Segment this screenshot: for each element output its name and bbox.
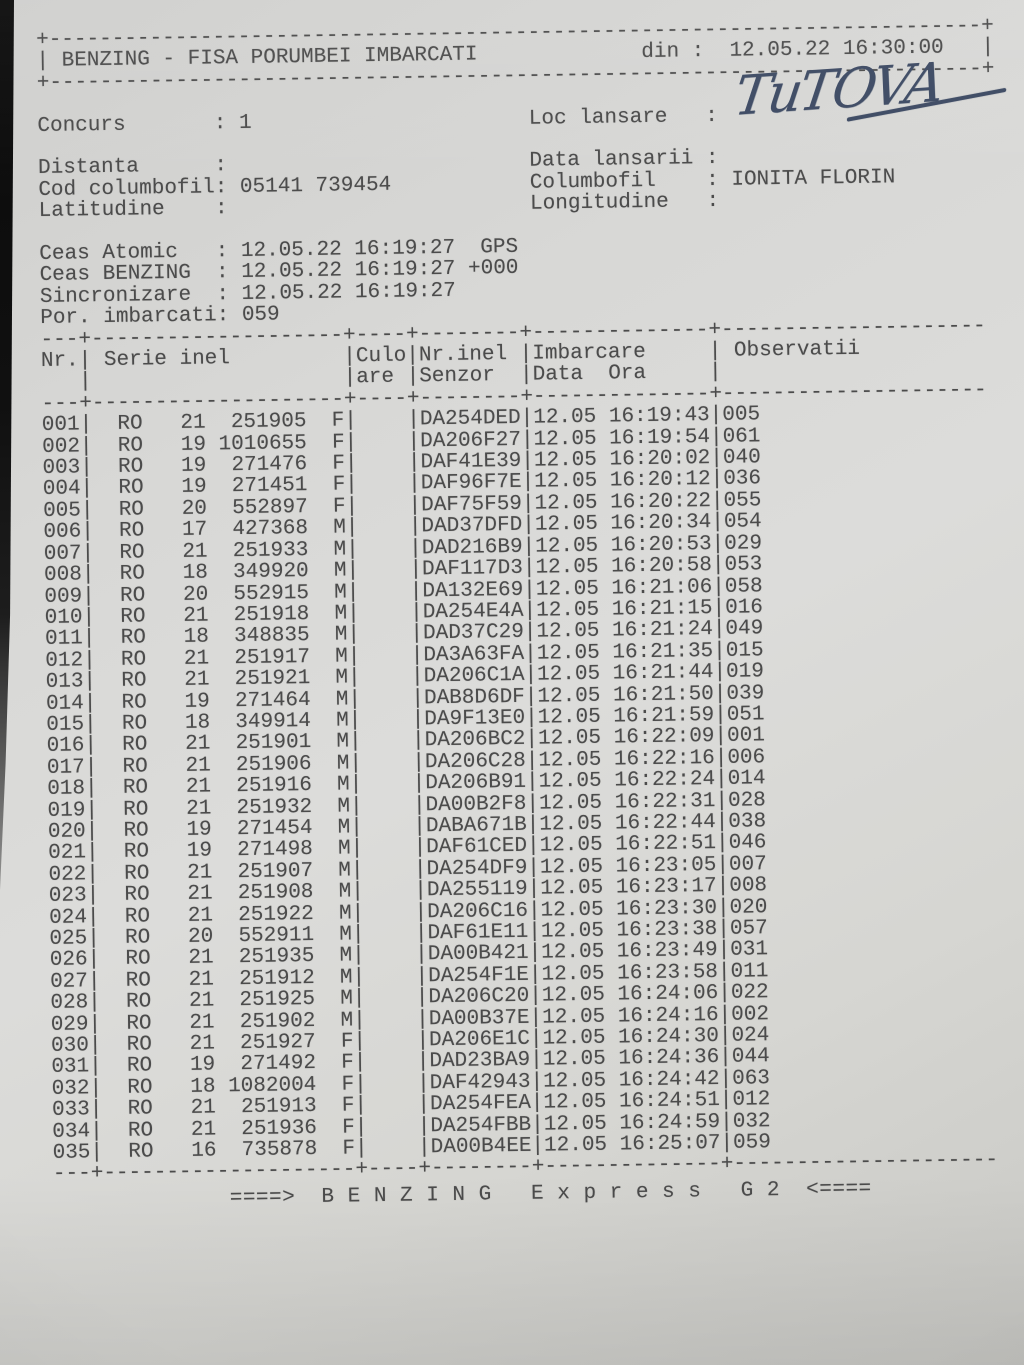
scan-edge-shadow	[0, 0, 14, 891]
handwritten-loc-lansare-value: TuTOVA	[731, 50, 1007, 128]
printed-page-content: +---------------------------------------…	[36, 15, 1017, 1212]
table-body: 001| RO 21 251905 F| |DA254DED|12.05 16:…	[42, 401, 1017, 1165]
